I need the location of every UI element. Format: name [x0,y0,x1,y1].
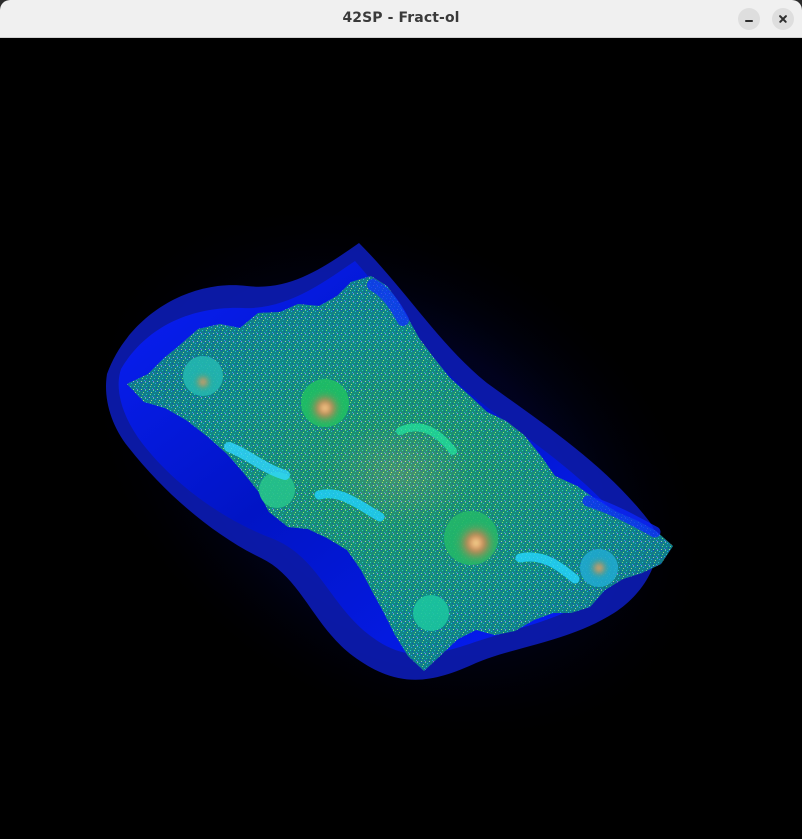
fractal-canvas[interactable] [1,38,801,838]
window-title: 42SP - Fract-ol [342,10,460,26]
window-titlebar[interactable]: 42SP - Fract-ol [0,0,802,38]
close-button[interactable] [772,8,794,30]
fractal-noise-texture [127,276,673,671]
minimize-icon [745,20,753,22]
julia-set-render [84,196,714,750]
warm-centers [195,374,608,577]
minimize-button[interactable] [738,8,760,30]
edge-highlights [224,279,661,584]
